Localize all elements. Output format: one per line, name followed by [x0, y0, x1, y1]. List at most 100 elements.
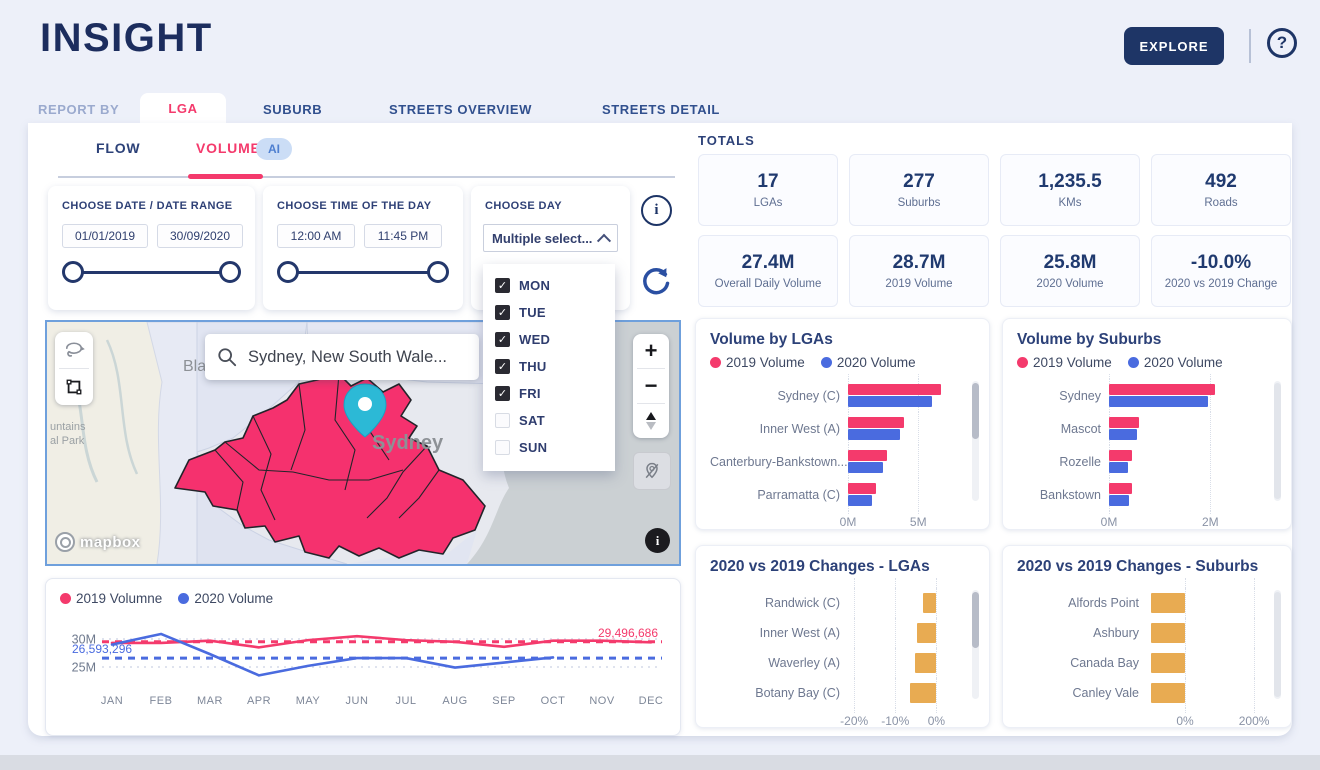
- gridline-icon: [854, 618, 856, 648]
- time-start-input[interactable]: [277, 224, 355, 248]
- checkbox-checked-icon[interactable]: ✓: [495, 359, 510, 374]
- map-city-label: Sydney: [372, 432, 444, 454]
- map-search-box[interactable]: [205, 334, 479, 380]
- scrollbar[interactable]: [1274, 381, 1281, 501]
- date-start-input[interactable]: [62, 224, 148, 248]
- bar-segment[interactable]: [909, 683, 937, 703]
- bar-segment[interactable]: [1109, 396, 1208, 407]
- bar-segment[interactable]: [1109, 462, 1129, 473]
- legend-item: 2020 Volume: [178, 591, 273, 606]
- zoom-in-button[interactable]: +: [644, 338, 658, 363]
- gridline-icon: [848, 511, 849, 514]
- mapbox-attribution[interactable]: mapbox: [55, 532, 141, 552]
- scrollbar-thumb[interactable]: [1274, 383, 1281, 499]
- bar-segment[interactable]: [1109, 384, 1216, 395]
- gridline-icon: [1109, 445, 1110, 478]
- map-attribution-info-icon[interactable]: i: [645, 528, 670, 553]
- tab-suburb[interactable]: SUBURB: [263, 102, 323, 117]
- slider-handle-start[interactable]: [62, 261, 84, 283]
- axis-tick-label: 0%: [1176, 714, 1194, 728]
- bar-segment[interactable]: [848, 495, 872, 506]
- bar-segment[interactable]: [848, 396, 933, 407]
- bar-segment[interactable]: [848, 483, 877, 494]
- gridline-icon: [895, 708, 897, 713]
- slider-handle-start[interactable]: [277, 261, 299, 283]
- axis-tick-label: -10%: [881, 714, 910, 728]
- help-icon[interactable]: ?: [1267, 28, 1297, 58]
- bar-segment[interactable]: [848, 450, 888, 461]
- day-option-sat[interactable]: SAT: [483, 407, 615, 434]
- day-option-fri[interactable]: ✓ FRI: [483, 380, 615, 407]
- bar-segment[interactable]: [848, 462, 884, 473]
- bar-row: [1017, 578, 1261, 588]
- time-range-slider[interactable]: [277, 258, 449, 286]
- info-icon[interactable]: i: [641, 195, 672, 226]
- location-disabled-button[interactable]: [633, 452, 671, 490]
- slider-handle-end[interactable]: [219, 261, 241, 283]
- scrollbar[interactable]: [972, 590, 979, 699]
- stat-label: 2019 Volume: [885, 278, 953, 290]
- date-range-slider[interactable]: [62, 258, 241, 286]
- slider-handle-end[interactable]: [427, 261, 449, 283]
- date-end-input[interactable]: [157, 224, 243, 248]
- time-end-input[interactable]: [364, 224, 442, 248]
- bar-segment[interactable]: [1109, 495, 1130, 506]
- bar-segment[interactable]: [848, 429, 900, 440]
- bar-segment[interactable]: [1109, 483, 1132, 494]
- scrollbar-thumb[interactable]: [972, 383, 979, 439]
- gridline-icon: [918, 478, 920, 511]
- gridline-icon: [936, 708, 938, 713]
- tab-lga[interactable]: LGA: [140, 93, 226, 123]
- bar-segment[interactable]: [848, 384, 941, 395]
- checkbox-checked-icon[interactable]: ✓: [495, 305, 510, 320]
- bar-segment[interactable]: [1151, 683, 1185, 703]
- checkbox-checked-icon[interactable]: ✓: [495, 278, 510, 293]
- legend-dot-icon: [178, 593, 190, 604]
- bar-row: Canley Vale: [1017, 678, 1261, 708]
- scrollbar[interactable]: [1274, 590, 1281, 699]
- day-option-thu[interactable]: ✓ THU: [483, 353, 615, 380]
- bar-segment[interactable]: [1150, 593, 1185, 613]
- reset-filters-button[interactable]: [639, 266, 671, 298]
- tab-streets-overview[interactable]: STREETS OVERVIEW: [389, 102, 532, 117]
- bar-plot-area: [848, 708, 959, 713]
- checkbox-unchecked-icon[interactable]: [495, 413, 510, 428]
- tab-volume[interactable]: VOLUME: [196, 140, 261, 156]
- scrollbar[interactable]: [972, 381, 979, 501]
- rectangle-select-button[interactable]: [55, 369, 93, 405]
- day-option-mon[interactable]: ✓ MON: [483, 272, 615, 299]
- tab-streets-detail[interactable]: STREETS DETAIL: [602, 102, 720, 117]
- lasso-icon: [65, 342, 85, 357]
- tab-flow[interactable]: FLOW: [96, 140, 141, 156]
- map-search-input[interactable]: [246, 346, 473, 368]
- scrollbar-thumb[interactable]: [972, 592, 979, 648]
- stat-value: 27.4M: [741, 252, 795, 273]
- bar-segment[interactable]: [848, 417, 905, 428]
- bar-plot-area: [1109, 412, 1261, 445]
- bar-segment[interactable]: [1109, 417, 1140, 428]
- slider-track: [76, 271, 227, 274]
- zoom-out-button[interactable]: −: [644, 373, 658, 398]
- day-option-sun[interactable]: SUN: [483, 434, 615, 461]
- scrollbar-thumb[interactable]: [1274, 592, 1281, 697]
- bar-segment[interactable]: [915, 653, 937, 673]
- day-option-wed[interactable]: ✓ WED: [483, 326, 615, 353]
- bar-segment[interactable]: [1109, 429, 1137, 440]
- explore-button[interactable]: EXPLORE: [1124, 27, 1224, 65]
- bar-segment[interactable]: [916, 623, 937, 643]
- day-option-tue[interactable]: ✓ TUE: [483, 299, 615, 326]
- compass-button[interactable]: [633, 404, 669, 438]
- legend-series-label: 2019 Volume: [1033, 355, 1112, 370]
- bar-segment[interactable]: [922, 593, 937, 613]
- checkbox-checked-icon[interactable]: ✓: [495, 332, 510, 347]
- checkbox-unchecked-icon[interactable]: [495, 440, 510, 455]
- lasso-select-button[interactable]: [55, 332, 93, 368]
- map-suburb-polygon: [347, 530, 477, 564]
- day-multiselect[interactable]: Multiple select...: [483, 224, 618, 252]
- bar-row: [710, 511, 959, 514]
- bar-segment[interactable]: [1150, 623, 1185, 643]
- gridline-icon: [1109, 511, 1110, 514]
- checkbox-checked-icon[interactable]: ✓: [495, 386, 510, 401]
- bar-segment[interactable]: [1151, 653, 1185, 673]
- bar-segment[interactable]: [1109, 450, 1132, 461]
